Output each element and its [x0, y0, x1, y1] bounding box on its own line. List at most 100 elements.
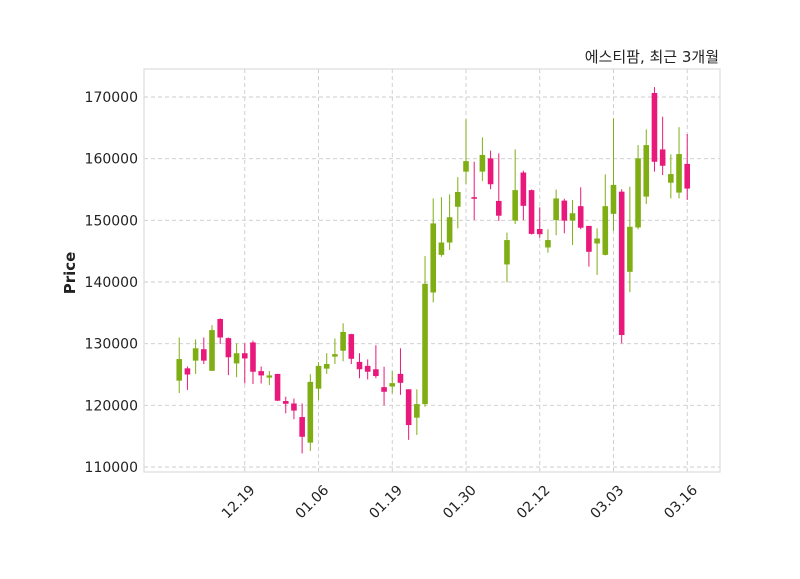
y-tick-label: 130000	[85, 337, 138, 353]
candle-body	[659, 149, 666, 166]
candle-body	[618, 191, 625, 336]
candle-body	[553, 198, 559, 221]
candle	[373, 345, 379, 379]
candle-body	[463, 161, 469, 172]
candle	[569, 199, 576, 246]
x-tick-label: 01.19	[366, 482, 406, 522]
candle-body	[250, 342, 256, 372]
candle	[684, 133, 691, 200]
candle-body	[520, 172, 527, 206]
candle-body	[610, 184, 617, 214]
candle-body	[561, 200, 568, 221]
candle	[438, 197, 445, 257]
candle	[512, 149, 518, 225]
y-tick-label: 110000	[85, 460, 138, 476]
candle	[610, 118, 617, 231]
candle	[405, 389, 412, 440]
candle-body	[586, 225, 592, 252]
candle	[479, 137, 486, 181]
candle	[446, 194, 453, 250]
y-tick-label: 140000	[85, 275, 138, 291]
candle-body	[364, 365, 371, 372]
candle-body	[602, 206, 609, 255]
candle-body	[332, 354, 338, 357]
x-axis: 12.19 01.06 01.19 01.30 02.12 03.03 03.16	[219, 482, 701, 522]
candle	[430, 198, 437, 303]
candle	[602, 174, 609, 256]
candle-body	[405, 389, 412, 426]
candle-body	[455, 191, 461, 207]
candle	[577, 187, 584, 230]
candle	[176, 337, 183, 394]
candle	[266, 371, 273, 385]
candle	[389, 371, 396, 394]
candle-body	[381, 387, 387, 392]
candle-body	[299, 417, 305, 437]
candle	[233, 343, 240, 378]
y-axis: 110000 120000 130000 140000 150000 160000 1700…	[85, 90, 138, 476]
y-axis-label: Price	[61, 252, 79, 295]
chart-title: 에스티팜, 최근 3개월	[585, 48, 719, 66]
candles	[176, 87, 691, 454]
candle	[659, 116, 666, 176]
candle	[520, 170, 527, 221]
candle-body	[258, 371, 264, 376]
candle-body	[643, 145, 650, 197]
x-tick-label: 01.30	[440, 482, 480, 522]
candle	[315, 362, 322, 401]
candle-body	[315, 365, 322, 389]
candle-body	[668, 174, 674, 183]
candle	[487, 150, 494, 190]
candle	[594, 228, 600, 275]
candle-body	[594, 238, 600, 244]
x-tick-label: 12.19	[219, 482, 259, 522]
candle-body	[356, 361, 363, 370]
y-tick-label: 160000	[85, 152, 138, 168]
candle	[471, 161, 477, 221]
y-tick-label: 120000	[85, 398, 138, 414]
candle-body	[676, 154, 682, 193]
candle	[209, 325, 215, 371]
candle-body	[274, 373, 281, 401]
plot-frame	[143, 68, 721, 473]
candle-body	[651, 92, 658, 162]
candle	[536, 207, 543, 238]
candle-body	[569, 213, 576, 221]
candle	[455, 177, 461, 229]
candle-body	[323, 364, 330, 369]
candle	[274, 373, 281, 402]
candle	[561, 198, 568, 234]
candle	[291, 398, 297, 420]
candle-body	[209, 330, 215, 371]
candle	[676, 127, 682, 199]
candle-body	[389, 383, 396, 387]
x-tick-label: 03.16	[661, 482, 701, 522]
candle	[192, 339, 199, 374]
candle	[463, 119, 469, 184]
candle	[627, 186, 633, 293]
candle	[356, 353, 363, 379]
candle	[422, 256, 428, 407]
candle-body	[504, 240, 510, 265]
candle-body	[536, 228, 543, 235]
candle-body	[414, 404, 420, 418]
candle-body	[192, 348, 199, 361]
candle-body	[266, 375, 273, 378]
candle	[250, 340, 256, 385]
candle	[651, 87, 658, 172]
candle-body	[201, 349, 207, 361]
candle-body	[635, 158, 641, 228]
candle-body	[528, 190, 535, 234]
candle-body	[348, 334, 355, 359]
candle-body	[397, 373, 404, 383]
candle-body	[545, 240, 551, 248]
candle-body	[307, 381, 314, 443]
candle-body	[684, 163, 691, 189]
candle	[225, 337, 232, 376]
candle	[217, 318, 223, 344]
candle-body	[233, 353, 240, 364]
candle	[504, 232, 510, 283]
candle	[332, 338, 338, 365]
x-tick-label: 03.03	[588, 482, 628, 522]
